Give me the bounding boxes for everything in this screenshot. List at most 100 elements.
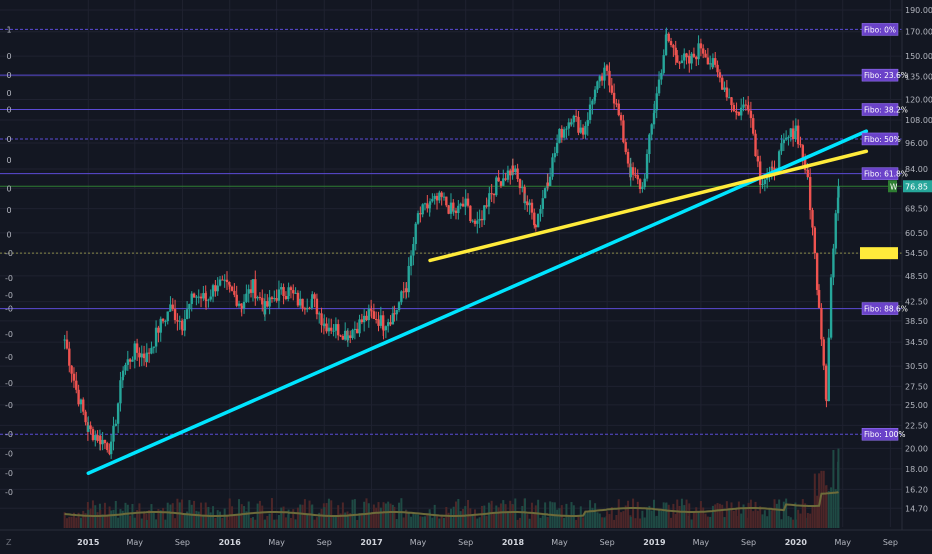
volume-bar [138, 503, 141, 528]
volume-bar [421, 516, 424, 528]
time-tick-label: 2018 [502, 538, 525, 547]
candle-body [664, 34, 668, 56]
volume-bar [119, 509, 122, 528]
candle-body [245, 293, 248, 302]
volume-bar [473, 509, 476, 528]
candle-body [310, 298, 314, 308]
candle-body [754, 133, 757, 157]
volume-bar [133, 517, 136, 528]
volume-bar [164, 519, 167, 528]
trendlines[interactable] [86, 129, 869, 475]
left-scale-label: 0 [6, 184, 11, 193]
volume-bar [315, 517, 318, 528]
time-axis[interactable]: 2015 May Sep 2016 May Sep 2017 May Sep 2018 May Sep… [0, 529, 932, 547]
volume-bar [452, 506, 455, 528]
candle-body [558, 128, 561, 143]
candle-body [780, 143, 783, 152]
candle-body [423, 203, 427, 205]
candle-body [84, 411, 87, 423]
candle-body [242, 301, 246, 309]
candle-body [473, 220, 477, 224]
left-scale-label: -0 [5, 488, 13, 497]
candle-body [147, 352, 151, 354]
price-tick-label: 170.00 [905, 28, 932, 37]
candle-body [308, 307, 311, 309]
candle-body [492, 193, 496, 196]
time-tick-label: Sep [600, 538, 615, 547]
volume-bar [419, 516, 422, 528]
volume-bar [143, 511, 146, 528]
trendline-yellow[interactable] [428, 149, 869, 263]
volume-bar [254, 519, 257, 528]
volume-bar [809, 513, 812, 528]
price-tick-label: 16.20 [905, 485, 928, 494]
volume-bar [270, 498, 273, 528]
candle-body [598, 76, 601, 82]
candle-body [109, 441, 113, 455]
volume-bar [622, 511, 625, 528]
candle-body [803, 159, 807, 171]
time-tick-label: May [127, 538, 144, 547]
candle-body [103, 439, 107, 444]
price-tick-label: 48.50 [905, 272, 928, 281]
candle-body [164, 321, 167, 323]
time-tick-label: May [410, 538, 427, 547]
left-scale-label: 0 [6, 230, 11, 239]
volume-bar [195, 510, 198, 528]
candle-body [697, 43, 700, 60]
candle-body [126, 359, 130, 365]
volume-bar [804, 503, 807, 528]
time-tick-label: Sep [175, 538, 190, 547]
time-tick-label: May [834, 538, 851, 547]
candle-body [237, 303, 241, 306]
volume-bar [488, 504, 491, 528]
trendline-cyan[interactable] [86, 129, 869, 475]
price-axis[interactable]: 190.00 170.00 150.00 135.00 120.00 108.00 96.0… [901, 0, 932, 550]
candle-body [528, 202, 531, 206]
candle-body [407, 266, 410, 293]
candle-body [393, 313, 396, 315]
candle-body [320, 313, 323, 326]
candle-body [721, 77, 724, 90]
candle-body [273, 298, 276, 300]
candle-body [445, 196, 448, 206]
candle-body [292, 290, 295, 294]
candle-body [692, 53, 696, 57]
time-tick-label: 2019 [643, 538, 666, 547]
candle-body [75, 380, 78, 390]
volume-bar [431, 517, 434, 528]
current-price-label: 76.85 [905, 182, 928, 191]
candle-body [438, 192, 441, 201]
price-markers: W 76.85 [860, 180, 932, 260]
candle-body [362, 315, 366, 323]
candle-body [94, 435, 97, 440]
volume-bar [296, 507, 299, 528]
volume-bar [344, 512, 347, 528]
candle-body [323, 323, 326, 327]
candle-body [150, 347, 153, 354]
candle-body [782, 139, 786, 144]
volume-bar [166, 502, 169, 528]
volume-bar [711, 505, 714, 528]
volume-bar [299, 504, 302, 528]
candle-body [631, 167, 635, 175]
volume-bar [490, 500, 493, 528]
candle-body [119, 380, 122, 404]
candle-body [181, 329, 184, 331]
volume-bar [624, 505, 627, 528]
volume-bar [643, 517, 646, 528]
candle-body [431, 198, 434, 202]
left-scale-label: -0 [5, 305, 13, 314]
volume-bar [509, 500, 512, 528]
candle-body [154, 327, 158, 347]
candle-body [471, 220, 474, 222]
volume-bar [360, 513, 363, 528]
candle-body [461, 203, 465, 207]
volume-bar [742, 504, 745, 528]
candle-body [247, 289, 250, 294]
candle-body [379, 315, 383, 326]
volume-bar [91, 500, 94, 528]
price-tick-label: 25.00 [905, 401, 928, 410]
